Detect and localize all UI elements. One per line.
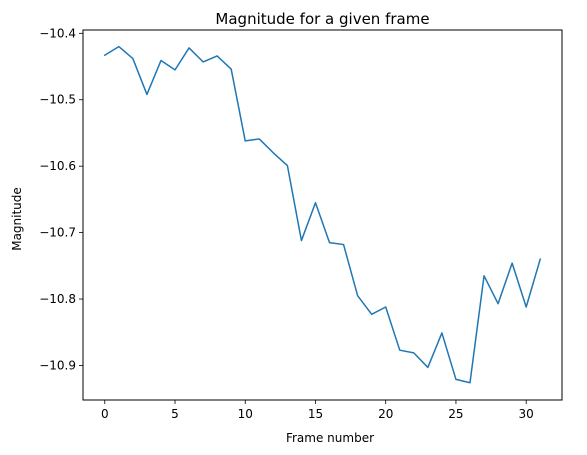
plot-frame: [82, 29, 563, 401]
x-tick-label: 25: [448, 407, 463, 421]
x-tick-label: 10: [238, 407, 253, 421]
x-axis: 0 5 10 15 20 25 30: [101, 400, 534, 421]
y-tick-label: −10.8: [39, 292, 76, 306]
y-tick-label: −10.7: [39, 226, 76, 240]
y-axis: −10.4 −10.5 −10.6 −10.7 −10.8 −10.9: [39, 26, 83, 372]
y-axis-label: Magnitude: [10, 187, 24, 251]
x-axis-label: Frame number: [286, 431, 374, 445]
x-tick-label: 20: [378, 407, 393, 421]
x-tick-label: 0: [101, 407, 109, 421]
y-tick-label: −10.9: [39, 358, 76, 372]
x-tick-label: 15: [308, 407, 323, 421]
x-tick-label: 5: [171, 407, 179, 421]
y-tick-label: −10.6: [39, 159, 76, 173]
series-line-0: [103, 45, 542, 384]
plot-area: [103, 45, 542, 384]
y-tick-label: −10.5: [39, 93, 76, 107]
chart-title: Magnitude for a given frame: [215, 10, 429, 28]
x-tick-label: 30: [519, 407, 534, 421]
y-tick-label: −10.4: [39, 26, 76, 40]
